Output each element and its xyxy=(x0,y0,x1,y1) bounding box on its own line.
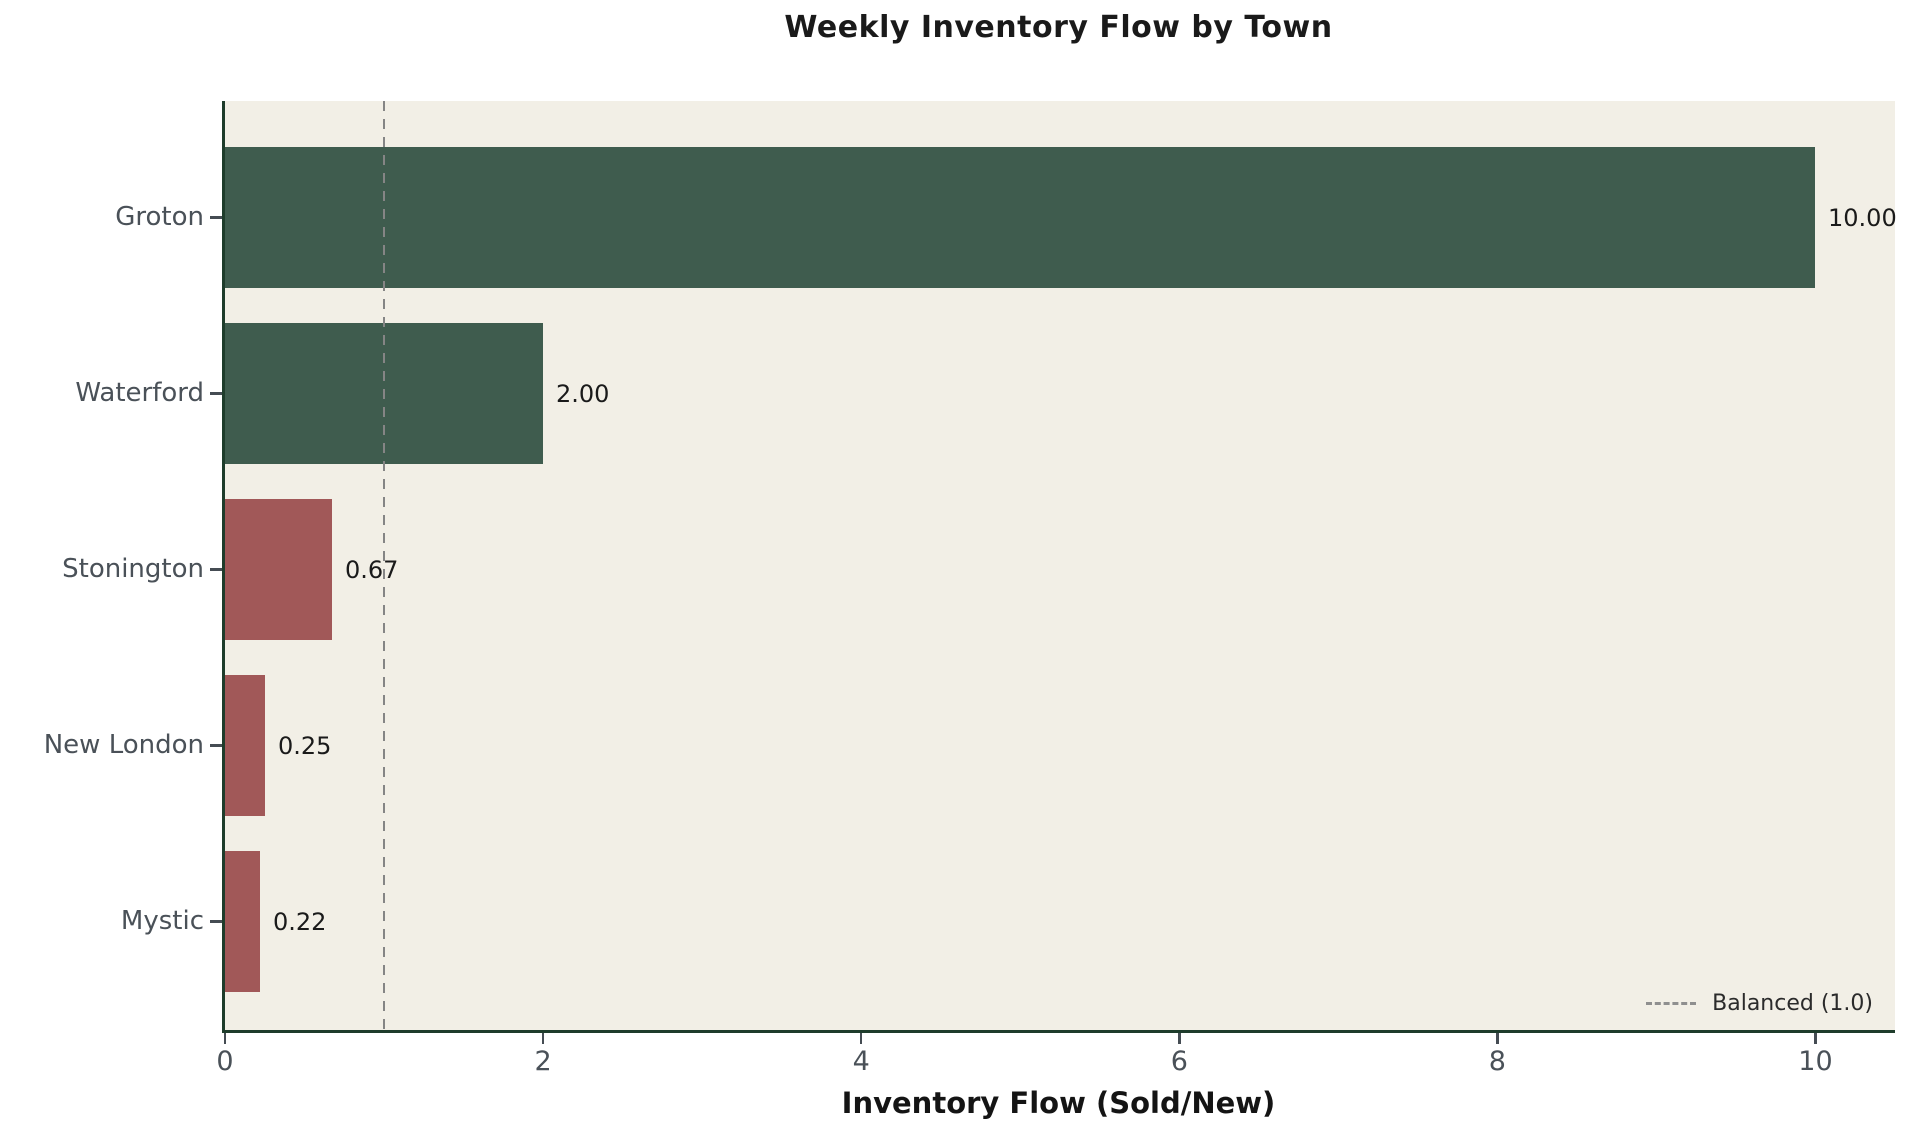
bar-mystic xyxy=(225,851,260,992)
y-tick-mark xyxy=(210,920,222,923)
x-tick-mark xyxy=(1814,1033,1817,1044)
x-tick-mark xyxy=(1178,1033,1181,1044)
y-tick-label-stonington: Stonington xyxy=(62,554,204,584)
bar-value-label-groton: 10.00 xyxy=(1828,203,1897,232)
x-tick-label-8: 8 xyxy=(1488,1046,1506,1077)
plot-area: 10.00 2.00 0.67 0.25 0.22 Balanced (1.0) xyxy=(222,101,1897,1033)
bar-value-label-waterford: 2.00 xyxy=(556,379,610,408)
y-tick-label-new-london: New London xyxy=(43,730,204,760)
x-tick-label-10: 10 xyxy=(1798,1046,1833,1077)
bar-new-london xyxy=(225,675,265,816)
x-axis-title: Inventory Flow (Sold/New) xyxy=(841,1086,1276,1120)
x-tick-mark xyxy=(541,1033,545,1044)
balanced-reference-line xyxy=(382,101,386,1030)
y-tick-mark xyxy=(210,744,222,747)
y-tick-label-waterford: Waterford xyxy=(75,378,204,408)
legend: Balanced (1.0) xyxy=(1646,991,1873,1016)
x-tick-label-2: 2 xyxy=(534,1046,552,1077)
x-tick-label-0: 0 xyxy=(216,1046,234,1077)
dashed-line-legend-swatch xyxy=(1646,1002,1697,1005)
bar-stonington xyxy=(225,499,332,640)
y-tick-label-mystic: Mystic xyxy=(120,906,204,936)
x-tick-mark xyxy=(1496,1033,1499,1044)
x-tick-mark xyxy=(223,1033,227,1044)
x-tick-label-4: 4 xyxy=(852,1046,870,1077)
legend-label: Balanced (1.0) xyxy=(1712,991,1873,1016)
bar-groton xyxy=(225,147,1815,288)
bar-value-label-stonington: 0.67 xyxy=(345,555,399,584)
x-tick-label-6: 6 xyxy=(1170,1046,1188,1077)
y-tick-mark xyxy=(210,216,222,219)
y-tick-label-groton: Groton xyxy=(115,202,204,232)
chart-title: Weekly Inventory Flow by Town xyxy=(784,10,1333,45)
x-tick-mark xyxy=(859,1033,863,1044)
bar-value-label-mystic: 0.22 xyxy=(273,907,327,936)
bar-value-label-new-london: 0.25 xyxy=(278,731,332,760)
y-tick-mark xyxy=(210,392,222,395)
y-tick-mark xyxy=(210,568,222,571)
